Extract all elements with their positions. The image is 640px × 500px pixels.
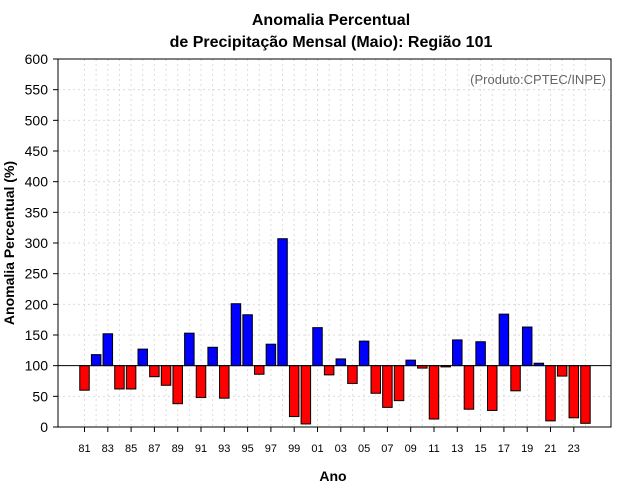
bar-1983 [102,333,114,367]
bar-2013 [452,339,463,367]
x-tick-label: 01 [311,443,323,455]
x-tick-label: 09 [405,443,417,455]
bar-1990 [184,332,195,367]
x-tick-label: 93 [218,443,230,455]
bar-1994 [230,303,242,367]
bar-1989 [172,365,183,405]
y-tick-label: 450 [25,143,49,159]
bar-1987 [149,365,160,378]
x-tick-label: 23 [568,443,580,455]
bar-1992 [207,346,218,367]
bar-2011 [428,365,440,420]
y-tick-label: 300 [25,235,49,251]
bar-2004 [347,365,358,384]
x-tick-label: 13 [451,443,463,455]
bar-2017 [498,313,510,367]
bar-2022 [556,365,568,377]
x-tick-label: 91 [195,443,207,455]
bar-2019 [521,326,533,367]
x-axis-label: Ano [319,468,346,484]
bar-2008 [393,365,405,402]
x-tick-label: 89 [172,443,184,455]
x-tick-label: 95 [241,443,253,455]
y-tick-label: 200 [25,296,49,312]
bar-2005 [358,340,370,367]
bar-1991 [195,365,207,399]
y-tick-label: 50 [32,388,48,404]
x-tick-label: 19 [521,443,533,455]
bar-2016 [487,365,498,411]
bar-1998 [277,238,288,367]
bar-2015 [475,341,486,367]
x-tick-label: 87 [148,443,160,455]
bar-2018 [510,365,521,392]
grid [58,58,611,428]
bar-1981 [79,365,90,391]
y-tick-label: 600 [25,51,49,67]
bar-1982 [90,354,102,367]
y-axis: 0 50 100 150 200 250 300 350 400 450 500 550 600 [25,51,58,435]
bar-1999 [288,365,300,418]
x-tick-label: 21 [544,443,556,455]
bar-2003 [335,358,347,367]
x-tick-label: 11 [428,443,439,455]
chart-subtitle: de Precipitação Mensal (Maio): Região 10… [170,34,493,51]
source-annotation: (Produto:CPTEC/INPE) [470,72,606,87]
x-tick-label: 99 [288,443,300,455]
bar-2024 [580,365,591,424]
bar-1996 [254,365,265,375]
x-tick-label: 03 [335,443,347,455]
bar-1988 [160,365,172,386]
chart-title: Anomalia Percentual [252,12,410,29]
y-tick-label: 350 [25,204,49,220]
bar-1984 [114,365,125,390]
bar-1993 [219,365,230,399]
x-tick-label: 17 [498,443,510,455]
x-tick-label: 05 [358,443,370,455]
bars [79,238,591,425]
bar-2006 [370,365,381,394]
y-tick-label: 400 [25,174,49,190]
bar-2007 [382,365,393,408]
bar-2001 [312,327,323,367]
x-tick-label: 07 [381,443,393,455]
y-tick-label: 100 [25,358,49,374]
y-tick-label: 500 [25,112,49,128]
y-axis-label: Anomalia Percentual (%) [1,161,17,325]
bar-2014 [463,365,475,410]
x-tick-label: 15 [474,443,486,455]
bar-2002 [323,365,335,376]
x-tick-label: 81 [78,443,90,455]
bar-1995 [242,314,253,367]
bar-1997 [265,343,277,367]
bar-1986 [137,348,148,367]
y-tick-label: 550 [25,82,49,98]
y-tick-label: 250 [25,266,49,282]
x-tick-label: 83 [102,443,114,455]
x-tick-label: 97 [265,443,277,455]
bar-2000 [300,365,312,425]
y-tick-label: 0 [40,419,48,435]
x-axis: 81 83 85 87 89 91 93 95 97 99 01 03 05 07 09 11 13 15 17 19… [78,427,580,455]
x-tick-label: 85 [125,443,137,455]
bar-1985 [125,365,137,390]
bar-2023 [568,365,580,419]
bar-2021 [545,365,556,422]
bar-2009 [405,359,416,367]
y-tick-label: 150 [25,327,49,343]
